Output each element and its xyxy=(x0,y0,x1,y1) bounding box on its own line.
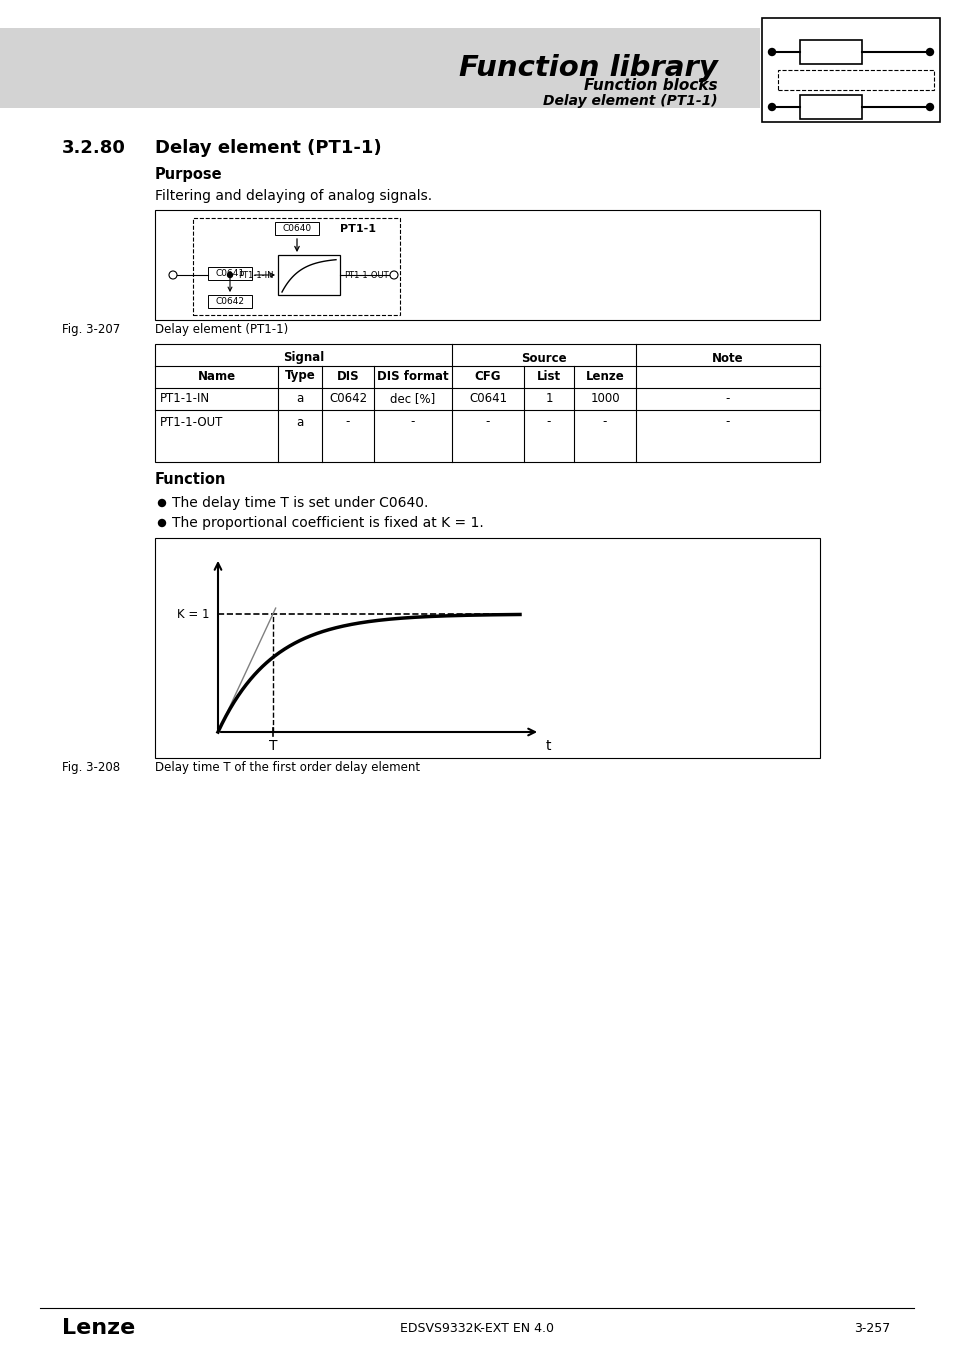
Text: Function: Function xyxy=(154,472,226,487)
Circle shape xyxy=(925,49,933,55)
Text: CFG: CFG xyxy=(475,370,500,382)
Circle shape xyxy=(227,273,233,278)
Text: -: - xyxy=(345,416,350,428)
Text: DIS format: DIS format xyxy=(376,370,448,382)
Text: T: T xyxy=(269,738,277,753)
Text: -: - xyxy=(411,416,415,428)
Text: PT1-1-OUT: PT1-1-OUT xyxy=(344,270,388,279)
Bar xyxy=(778,70,933,90)
Text: List: List xyxy=(537,370,560,382)
Bar xyxy=(0,28,760,108)
Text: -: - xyxy=(725,416,729,428)
Circle shape xyxy=(158,520,165,526)
Bar xyxy=(277,255,339,296)
Text: Delay element (PT1-1): Delay element (PT1-1) xyxy=(154,139,381,157)
Text: 1000: 1000 xyxy=(590,393,619,405)
Text: Lenze: Lenze xyxy=(585,370,623,382)
Text: Lenze: Lenze xyxy=(62,1318,135,1338)
Bar xyxy=(154,539,820,757)
Bar xyxy=(208,296,252,308)
Text: Delay time T of the first order delay element: Delay time T of the first order delay el… xyxy=(154,761,419,775)
Circle shape xyxy=(768,104,775,111)
Bar xyxy=(761,18,939,122)
Circle shape xyxy=(925,104,933,111)
Text: K = 1: K = 1 xyxy=(177,608,210,621)
Text: dec [%]: dec [%] xyxy=(390,393,436,405)
Text: Source: Source xyxy=(520,351,566,364)
Text: 3-257: 3-257 xyxy=(853,1322,889,1335)
Text: -: - xyxy=(485,416,490,428)
Text: Fig. 3-208: Fig. 3-208 xyxy=(62,761,120,775)
Text: PT1-1-OUT: PT1-1-OUT xyxy=(160,416,223,428)
Text: -: - xyxy=(602,416,606,428)
Circle shape xyxy=(390,271,397,279)
Text: EDSVS9332K-EXT EN 4.0: EDSVS9332K-EXT EN 4.0 xyxy=(399,1322,554,1335)
Bar xyxy=(154,344,820,462)
Text: a: a xyxy=(296,416,303,428)
Text: Function blocks: Function blocks xyxy=(584,78,718,93)
Text: The proportional coefficient is fixed at K = 1.: The proportional coefficient is fixed at… xyxy=(172,516,483,531)
Bar xyxy=(154,211,820,320)
Text: Signal: Signal xyxy=(283,351,324,364)
Text: Type: Type xyxy=(284,370,315,382)
Text: C0640: C0640 xyxy=(282,224,312,234)
Circle shape xyxy=(169,271,177,279)
Bar xyxy=(274,221,318,235)
Text: t: t xyxy=(545,738,550,753)
Bar xyxy=(800,95,862,119)
Text: C0642: C0642 xyxy=(329,393,367,405)
Circle shape xyxy=(158,500,165,506)
Text: a: a xyxy=(296,393,303,405)
Text: Name: Name xyxy=(197,370,235,382)
Text: C0641: C0641 xyxy=(215,269,244,278)
Text: PT1-1-IN: PT1-1-IN xyxy=(238,270,274,279)
Text: Delay element (PT1-1): Delay element (PT1-1) xyxy=(543,95,718,108)
Bar xyxy=(208,267,252,279)
Text: PT1-1: PT1-1 xyxy=(339,224,375,234)
Circle shape xyxy=(768,49,775,55)
Bar xyxy=(800,40,862,63)
Text: The delay time T is set under C0640.: The delay time T is set under C0640. xyxy=(172,495,428,510)
Text: Delay element (PT1-1): Delay element (PT1-1) xyxy=(154,324,288,336)
Text: -: - xyxy=(725,393,729,405)
Text: Note: Note xyxy=(712,351,743,364)
Text: -: - xyxy=(546,416,551,428)
Text: PT1-1-IN: PT1-1-IN xyxy=(160,393,210,405)
Text: Function library: Function library xyxy=(458,54,718,82)
Text: C0641: C0641 xyxy=(469,393,507,405)
Text: C0642: C0642 xyxy=(215,297,244,306)
Text: 1: 1 xyxy=(545,393,552,405)
Text: Filtering and delaying of analog signals.: Filtering and delaying of analog signals… xyxy=(154,189,432,202)
Text: DIS: DIS xyxy=(336,370,359,382)
Text: Purpose: Purpose xyxy=(154,167,222,182)
Text: 3.2.80: 3.2.80 xyxy=(62,139,126,157)
Text: Fig. 3-207: Fig. 3-207 xyxy=(62,324,120,336)
Bar xyxy=(193,217,399,315)
